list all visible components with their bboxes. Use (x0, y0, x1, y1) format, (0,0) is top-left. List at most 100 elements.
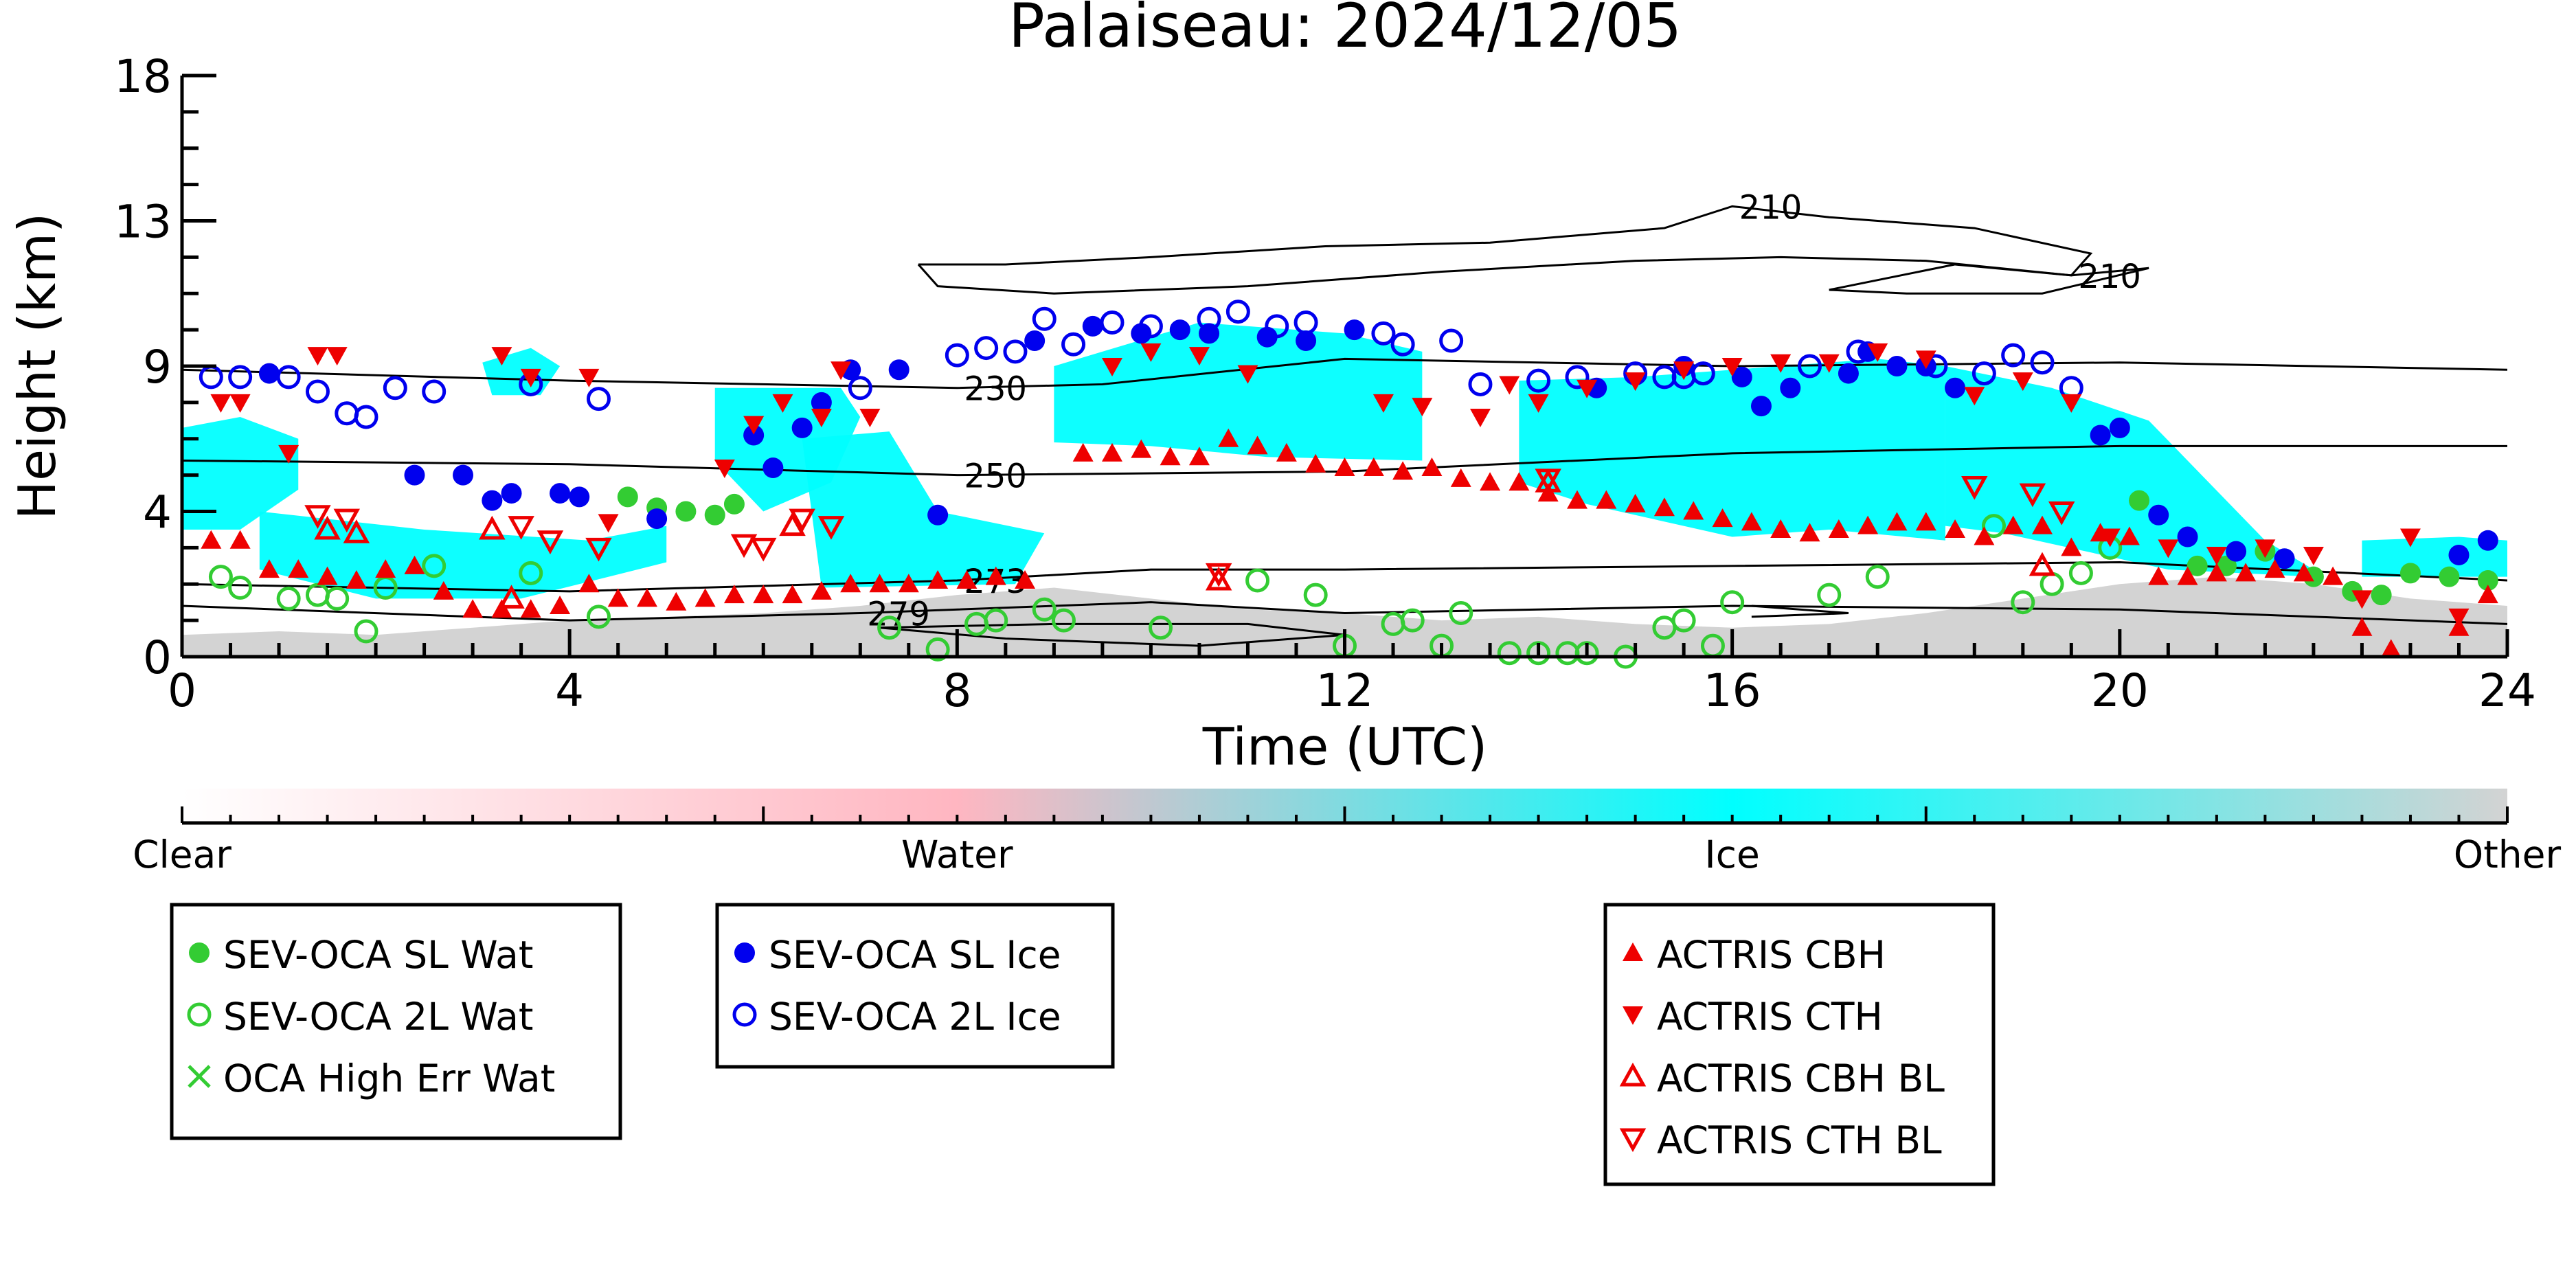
actris-cbh-point (1276, 442, 1297, 462)
actris-cth-point (229, 394, 251, 413)
actris-cbh-point (1770, 519, 1792, 538)
actris-cbh-point (2032, 515, 2053, 534)
sev-oca-2l-ice-point (1138, 314, 1163, 339)
actris-cth-bl-point (750, 537, 777, 562)
sev-oca-sl-ice-point (1296, 330, 1317, 351)
actris-cbh-point (1247, 436, 1268, 455)
sev-oca-2l-wat-point (877, 615, 902, 640)
actris-cbh-point (1131, 439, 1152, 458)
sev-oca-2l-wat-point (1981, 514, 2006, 539)
actris-cth-point (859, 409, 881, 428)
legend-entry-label: ACTRIS CBH (1657, 933, 1886, 977)
legend-marker (1623, 1006, 1643, 1025)
actris-cbh-point (1857, 515, 1879, 534)
actris-cbh-point (229, 530, 251, 549)
sev-oca-2l-wat-point (276, 586, 301, 611)
actris-cth-point (491, 347, 512, 366)
sev-oca-2l-ice-point (383, 376, 407, 400)
sev-oca-2l-wat-point (984, 608, 1008, 633)
sev-oca-sl-ice-point (888, 359, 909, 381)
colorbar-label: Water (901, 833, 1013, 877)
sev-oca-sl-ice-point (2226, 541, 2247, 562)
y-tick-label: 4 (143, 486, 172, 539)
actris-cbh-point (1392, 461, 1414, 480)
actris-cbh-point (2477, 585, 2498, 604)
actris-cth-bl-point (2048, 501, 2075, 526)
sev-oca-2l-wat-point (422, 554, 447, 578)
sev-oca-2l-ice-point (2030, 350, 2055, 375)
legend-frame (1603, 903, 1996, 1186)
actris-cth-bl-point (789, 508, 815, 533)
sev-oca-2l-ice-point (1225, 300, 1250, 324)
actris-cbh-point (520, 599, 541, 618)
actris-cbh-point (1625, 493, 1646, 512)
sev-oca-sl-ice-point (811, 392, 832, 413)
actris-cth-point (1469, 409, 1491, 428)
actris-cth-point (1818, 354, 1840, 373)
sev-oca-2l-wat-point (1574, 641, 1599, 666)
sev-oca-sl-ice-point (2148, 504, 2169, 526)
contour-label: 210 (1739, 188, 1803, 227)
actris-cth-point (520, 368, 541, 387)
legend-box: SEV-OCA SL Wat SEV-OCA 2L Wat OCA High Err… (170, 903, 622, 1140)
actris-cbh-point (1421, 457, 1443, 477)
actris-cbh-point (433, 580, 454, 600)
ice-mask-region (1054, 322, 1423, 461)
actris-cth-bl-point (508, 516, 534, 540)
actris-cbh-point (927, 569, 949, 589)
x-tick-label: 12 (1316, 664, 1374, 717)
actris-cth-point (2158, 539, 2179, 558)
y-axis-label: Height (km) (7, 213, 67, 520)
y-tick-label: 0 (143, 631, 172, 684)
contour-line (182, 357, 2507, 389)
legend-frame (715, 903, 1115, 1069)
actris-cth-bl-point (333, 508, 361, 533)
actris-cth-point (1499, 376, 1520, 395)
legend-marker (187, 1002, 212, 1027)
sev-oca-2l-wat-point (1149, 615, 1173, 640)
sev-oca-sl-wat-point (2187, 555, 2208, 576)
actris-cth-bl-point (585, 537, 612, 562)
legend-marker (1619, 1062, 1647, 1087)
actris-cbh-bl-point (779, 512, 806, 536)
actris-cth-point (210, 394, 231, 413)
actris-cbh-point (1015, 569, 1036, 589)
actris-cth-point (2399, 528, 2421, 547)
sev-oca-2l-wat-point (519, 561, 543, 585)
sev-oca-2l-ice-point (1468, 372, 1493, 396)
actris-cth-point (278, 444, 300, 464)
actris-cth-point (2448, 608, 2470, 627)
actris-cth-point (1412, 398, 1433, 417)
legend-marker (732, 1002, 757, 1027)
contour-line (1751, 605, 1849, 618)
sev-oca-2l-wat-point (305, 583, 330, 607)
sev-oca-2l-wat-point (1449, 601, 1473, 626)
sev-oca-sl-ice-point (1838, 363, 1859, 384)
sev-oca-sl-ice-point (927, 504, 949, 526)
colorbar-label: Clear (133, 833, 231, 877)
actris-cth-bl-point (1535, 468, 1561, 493)
contour-line (1829, 263, 2149, 295)
actris-cbh-bl-point (479, 515, 506, 540)
contour-label: 210 (2078, 258, 2141, 296)
sev-oca-sl-wat-point (2129, 490, 2150, 511)
actris-cbh-point (2323, 566, 2344, 585)
sev-oca-2l-ice-point (1846, 339, 1871, 364)
sev-oca-2l-wat-point (354, 619, 379, 644)
sev-oca-sl-ice-point (1750, 396, 1772, 417)
actris-cbh-point (2177, 566, 2198, 585)
actris-cbh-point (1480, 472, 1501, 491)
colorbar: Clear Water Ice Other (133, 789, 2561, 877)
x-tick-label: 20 (2091, 664, 2149, 717)
actris-cbh-point (1450, 468, 1471, 487)
series-sev-oca-sl-ice (258, 315, 2498, 569)
sev-oca-2l-ice-point (1265, 314, 1289, 339)
y-tick-label: 9 (143, 341, 172, 394)
actris-cth-bl-point (1961, 475, 1988, 500)
sev-oca-2l-ice-point (1371, 321, 1396, 346)
actris-cbh-point (1945, 519, 1966, 538)
sev-oca-2l-ice-point (586, 387, 611, 411)
actris-cth-point (743, 416, 765, 435)
sev-oca-2l-ice-point (848, 376, 872, 400)
sev-oca-2l-ice-point (974, 336, 999, 361)
